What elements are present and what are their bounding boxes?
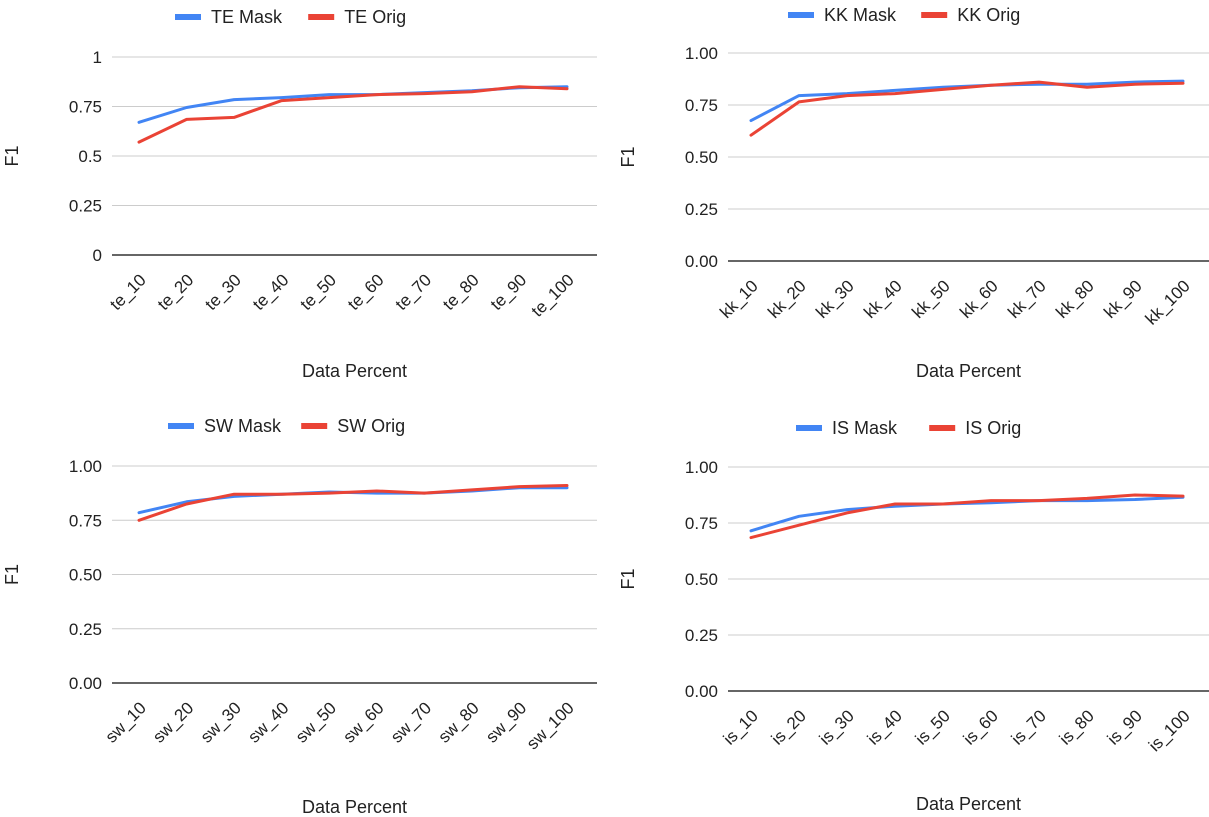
x-tick-label: te_90 — [487, 270, 531, 314]
series-line-orig — [137, 484, 569, 522]
x-tick-label: is_30 — [816, 706, 858, 748]
x-tick-label: kk_80 — [1052, 276, 1098, 322]
chart-panel-4: 0.00 0.25 0.50 0.75 1.00 is_10 is_20 is_30 is_40… — [618, 418, 1209, 814]
legend-label: KK Orig — [957, 5, 1020, 25]
x-axis-title: Data Percent — [916, 794, 1021, 814]
x-tick-label: sw_40 — [244, 698, 292, 746]
x-tick-label: kk_100 — [1142, 276, 1194, 328]
x-axis-title: Data Percent — [302, 361, 407, 381]
y-tick-label: 1 — [93, 48, 102, 67]
y-tick-label: 0.50 — [685, 570, 718, 589]
x-tick-label: te_60 — [344, 270, 388, 314]
x-tick-label: te_10 — [106, 270, 150, 314]
legend-label: SW Mask — [204, 416, 282, 436]
series-line-orig — [749, 493, 1185, 540]
y-tick-label: 0.75 — [69, 98, 102, 117]
x-tick-label: kk_70 — [1004, 276, 1050, 322]
legend-label: TE Orig — [344, 7, 406, 27]
x-tick-label: is_80 — [1056, 706, 1098, 748]
x-tick-label: te_50 — [297, 270, 341, 314]
x-tick-label: te_30 — [201, 270, 245, 314]
y-tick-label: 0.25 — [685, 626, 718, 645]
x-tick-label: kk_20 — [764, 276, 810, 322]
y-axis-title: F1 — [618, 146, 638, 167]
x-tick-label: kk_40 — [860, 276, 906, 322]
x-tick-label: kk_10 — [716, 276, 762, 322]
chart-panel-2: 0.00 0.25 0.50 0.75 1.00 kk_10 kk_20 kk_30 kk_40… — [618, 5, 1209, 381]
y-tick-label: 1.00 — [685, 44, 718, 63]
legend-label: IS Orig — [965, 418, 1021, 438]
y-tick-label: 0 — [93, 246, 102, 265]
series-line-mask — [137, 85, 569, 124]
x-tick-label: sw_50 — [292, 698, 340, 746]
y-tick-label: 1.00 — [685, 458, 718, 477]
x-tick-label: is_60 — [960, 706, 1002, 748]
chart-panel-3: 0.00 0.25 0.50 0.75 1.00 sw_10 sw_20 sw_30 sw_40… — [2, 416, 597, 817]
series-line-orig — [749, 80, 1185, 137]
y-axis-title: F1 — [2, 145, 22, 166]
x-tick-label: kk_50 — [908, 276, 954, 322]
y-tick-label: 0.50 — [69, 566, 102, 585]
x-tick-label: kk_60 — [956, 276, 1002, 322]
x-tick-label: is_70 — [1008, 706, 1050, 748]
x-tick-label: te_70 — [392, 270, 436, 314]
x-tick-label: kk_30 — [812, 276, 858, 322]
x-tick-label: sw_80 — [435, 698, 483, 746]
y-tick-label: 0.00 — [685, 682, 718, 701]
x-tick-label: is_20 — [768, 706, 810, 748]
legend-label: IS Mask — [832, 418, 898, 438]
y-tick-label: 1.00 — [69, 457, 102, 476]
y-tick-label: 0.25 — [685, 200, 718, 219]
y-tick-label: 0.00 — [685, 252, 718, 271]
x-tick-label: sw_30 — [197, 698, 245, 746]
y-tick-label: 0.5 — [78, 147, 102, 166]
legend-label: TE Mask — [211, 7, 283, 27]
x-tick-label: te_80 — [439, 270, 483, 314]
legend-label: SW Orig — [337, 416, 405, 436]
x-tick-label: is_40 — [864, 706, 906, 748]
y-axis-title: F1 — [2, 564, 22, 585]
x-tick-label: sw_10 — [102, 698, 150, 746]
x-tick-label: te_100 — [528, 270, 578, 320]
x-tick-label: te_40 — [249, 270, 293, 314]
y-tick-label: 0.75 — [685, 514, 718, 533]
x-tick-label: sw_20 — [149, 698, 197, 746]
y-tick-label: 0.00 — [69, 674, 102, 693]
series-line-orig — [137, 85, 569, 144]
y-tick-label: 0.75 — [69, 511, 102, 530]
x-tick-label: is_100 — [1145, 706, 1194, 755]
x-tick-label: sw_60 — [339, 698, 387, 746]
x-tick-label: is_90 — [1104, 706, 1146, 748]
x-tick-label: is_10 — [720, 706, 762, 748]
y-tick-label: 0.50 — [685, 148, 718, 167]
y-tick-label: 0.75 — [685, 96, 718, 115]
x-axis-title: Data Percent — [302, 797, 407, 817]
legend-label: KK Mask — [824, 5, 897, 25]
y-tick-label: 0.25 — [69, 620, 102, 639]
x-tick-label: kk_90 — [1100, 276, 1146, 322]
x-tick-label: sw_100 — [523, 698, 578, 753]
x-tick-label: sw_70 — [387, 698, 435, 746]
x-tick-label: is_50 — [912, 706, 954, 748]
x-axis-title: Data Percent — [916, 361, 1021, 381]
y-axis-title: F1 — [618, 568, 638, 589]
x-tick-label: te_20 — [154, 270, 198, 314]
y-tick-label: 0.25 — [69, 197, 102, 216]
